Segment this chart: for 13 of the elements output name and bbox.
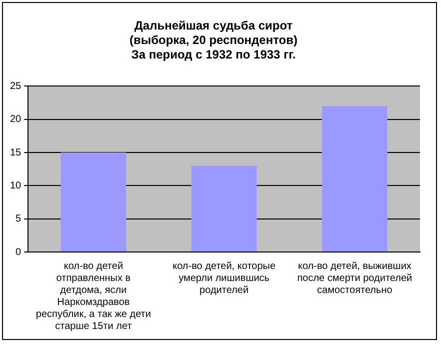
bar xyxy=(60,152,126,252)
y-tick-label: 15 xyxy=(10,147,22,158)
bar xyxy=(191,166,257,252)
y-tick-label: 10 xyxy=(10,180,22,192)
bar xyxy=(322,106,388,252)
y-tick-label: 25 xyxy=(10,80,22,92)
y-tick-label: 5 xyxy=(16,214,22,225)
x-tick-label: кол-во детей, которые умерли лишившись родителей xyxy=(172,260,276,296)
y-tick-label: 0 xyxy=(16,246,22,258)
chart-title: Дальнейшая судьба сирот (выборка, 20 респондентов) За период с 1932 по 1933 гг. xyxy=(129,18,298,62)
x-tick-label: кол-во детей, выживших после смерти родителей самостоятельно xyxy=(297,260,412,296)
y-tick-label: 20 xyxy=(10,114,22,126)
x-tick-label: кол-во детей отправленных в детдома, ясли Наркомздравов республик, а так же дети старше 15ти лет xyxy=(36,260,151,332)
